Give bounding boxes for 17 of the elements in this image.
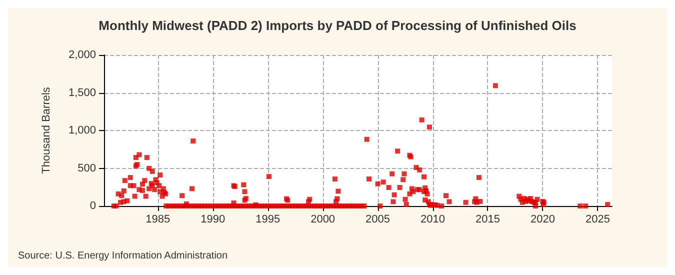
chart-title: Monthly Midwest (PADD 2) Imports by PADD of Processing of Unfinished Oils — [98, 18, 576, 33]
x-tick-label: 2015 — [476, 214, 500, 226]
x-tick-label: 2005 — [366, 214, 390, 226]
source-note: Source: U.S. Energy Information Administration — [18, 250, 228, 262]
x-tick-label: 1995 — [256, 214, 280, 226]
y-tick-label: 1,000 — [68, 124, 96, 136]
y-axis-title: Thousand Barrels — [40, 86, 52, 174]
x-tick-label: 1990 — [200, 214, 226, 226]
y-tick-label: 2,000 — [68, 49, 96, 61]
y-tick-label: 1,500 — [68, 86, 96, 99]
y-tick-label: 0 — [90, 200, 96, 212]
x-tick-label: 1985 — [146, 214, 170, 226]
x-tick-label: 2020 — [530, 214, 555, 226]
x-tick-label: 2025 — [585, 214, 610, 226]
y-tick-label: 500 — [78, 162, 96, 174]
x-tick-label: 2000 — [310, 214, 336, 226]
x-tick-label: 2010 — [420, 214, 446, 226]
